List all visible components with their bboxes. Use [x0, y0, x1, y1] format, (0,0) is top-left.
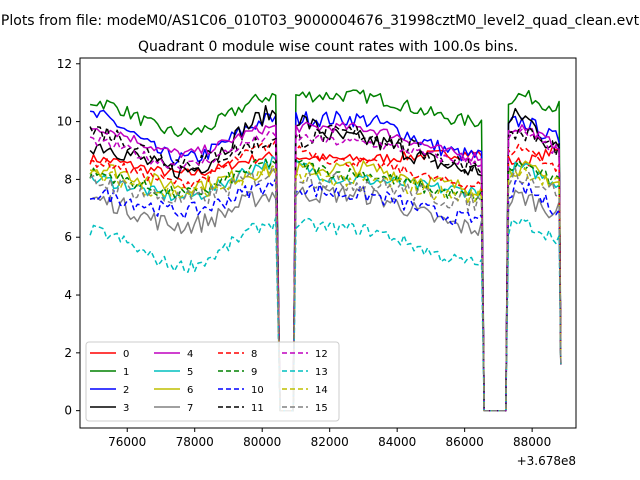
x-tick-label: 84000	[378, 435, 416, 449]
series-line-15	[89, 166, 562, 412]
legend-label: 3	[123, 403, 129, 414]
legend-label: 2	[123, 385, 129, 396]
x-offset-label: +3.678e8	[517, 454, 576, 468]
y-tick-label: 4	[64, 288, 72, 302]
series-layer	[89, 89, 562, 412]
series-line-10	[89, 177, 562, 412]
legend-label: 6	[187, 385, 193, 396]
series-line-14	[89, 165, 562, 412]
legend-label: 13	[315, 367, 328, 378]
chart-title: Quadrant 0 module wise count rates with …	[138, 39, 518, 55]
ticks-layer: 76000 78000 80000 82000 84000 86000 88000 0 2 4 6 8…	[57, 57, 552, 449]
series-line-1	[89, 89, 562, 412]
legend-label: 1	[123, 367, 129, 378]
legend-box	[85, 341, 340, 422]
x-tick-label: 88000	[513, 435, 551, 449]
legend-label: 12	[315, 349, 328, 360]
series-line-13	[89, 216, 562, 412]
series-line-9	[89, 157, 562, 412]
legend-label: 9	[251, 367, 257, 378]
y-tick-label: 10	[57, 115, 72, 129]
y-tick-label: 12	[57, 57, 72, 71]
y-tick-label: 2	[64, 346, 72, 360]
series-line-7	[89, 185, 562, 412]
series-line-2	[90, 109, 562, 412]
figure-suptitle: Plots from file: modeM0/AS1C06_010T03_90…	[1, 13, 640, 29]
x-tick-label: 86000	[446, 435, 484, 449]
legend-label: 10	[251, 385, 264, 396]
legend-label: 5	[187, 367, 193, 378]
legend-label: 11	[251, 403, 264, 414]
axes-frame	[79, 57, 577, 429]
legend-label: 4	[187, 349, 193, 360]
series-line-8	[90, 139, 562, 412]
x-tick-label: 76000	[108, 435, 146, 449]
legend-label: 15	[315, 403, 328, 414]
legend-label: 14	[315, 385, 328, 396]
legend-label: 0	[123, 349, 129, 360]
y-tick-label: 0	[64, 404, 72, 418]
legend-label: 7	[187, 403, 193, 414]
series-line-4	[89, 121, 562, 412]
x-tick-label: 78000	[176, 435, 214, 449]
legend-label: 8	[251, 349, 257, 360]
x-tick-label: 82000	[311, 435, 349, 449]
y-tick-label: 8	[64, 172, 72, 186]
y-tick-label: 6	[64, 230, 72, 244]
x-tick-label: 80000	[243, 435, 281, 449]
